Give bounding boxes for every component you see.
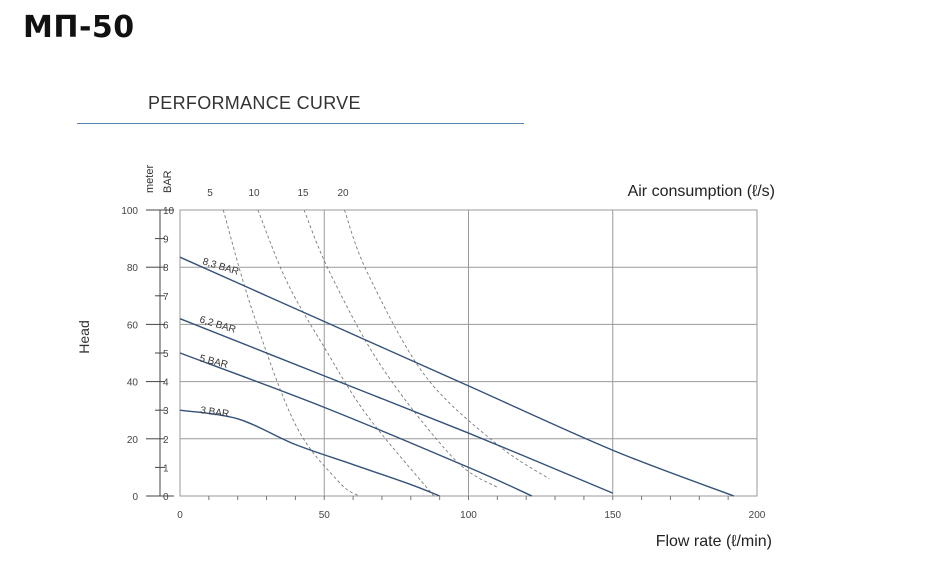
air-consumption-label: 10 — [248, 188, 260, 199]
bar-tick-label: 0 — [163, 492, 169, 503]
x-axis-label: Flow rate (ℓ/min) — [656, 533, 772, 550]
x-tick-label: 50 — [319, 510, 331, 521]
series-line — [179, 256, 735, 497]
series-label: 3 BAR — [200, 405, 230, 420]
meter-tick-label: 40 — [127, 378, 139, 389]
air-consumption-label: 15 — [297, 188, 309, 199]
series-line — [179, 352, 533, 497]
bar-unit-label: BAR — [162, 170, 174, 193]
bar-tick-label: 9 — [163, 235, 169, 246]
air-consumption-curve — [344, 209, 550, 480]
x-tick-label: 150 — [604, 510, 621, 521]
bar-tick-label: 6 — [163, 320, 169, 331]
series-line — [179, 318, 614, 494]
bar-tick-label: 1 — [163, 463, 169, 474]
series-label: 6,2 BAR — [198, 314, 237, 335]
bar-tick-label: 4 — [163, 378, 169, 389]
page-title: МП-50 — [23, 10, 135, 45]
series-layer — [179, 256, 735, 497]
bar-tick-label: 5 — [163, 349, 169, 360]
meter-tick-label: 80 — [127, 263, 139, 274]
air-consumption-layer — [222, 209, 550, 497]
bar-tick-label: 2 — [163, 435, 169, 446]
x-tick-label: 0 — [177, 510, 183, 521]
series-line — [179, 409, 440, 497]
section-title: PERFORMANCE CURVE — [148, 93, 361, 113]
meter-tick-label: 20 — [127, 435, 139, 446]
air-consumption-curve — [257, 209, 435, 497]
meter-tick-label: 60 — [127, 320, 139, 331]
air-consumption-curve — [222, 209, 360, 497]
meter-tick-label: 0 — [132, 492, 138, 503]
bar-tick-label: 10 — [163, 206, 175, 217]
series-label: 5 BAR — [198, 353, 229, 371]
x-tick-label: 100 — [460, 510, 477, 521]
air-consumption-curve — [303, 209, 498, 488]
labels-layer: 0 50 100 150 200012345678910020406080100mete… — [76, 165, 775, 550]
meter-tick-label: 100 — [121, 206, 138, 217]
bar-tick-label: 8 — [163, 263, 169, 274]
meter-unit-label: meter — [144, 165, 156, 193]
axes-layer — [146, 209, 729, 500]
y-axis-label: Head — [76, 320, 92, 353]
bar-tick-label: 3 — [163, 406, 169, 417]
top-axis-label: Air consumption (ℓ/s) — [628, 183, 775, 200]
air-consumption-label: 20 — [337, 188, 349, 199]
bar-tick-label: 7 — [163, 292, 169, 303]
air-consumption-label: 5 — [207, 188, 213, 199]
x-tick-label: 200 — [749, 510, 766, 521]
section-divider — [77, 123, 524, 124]
